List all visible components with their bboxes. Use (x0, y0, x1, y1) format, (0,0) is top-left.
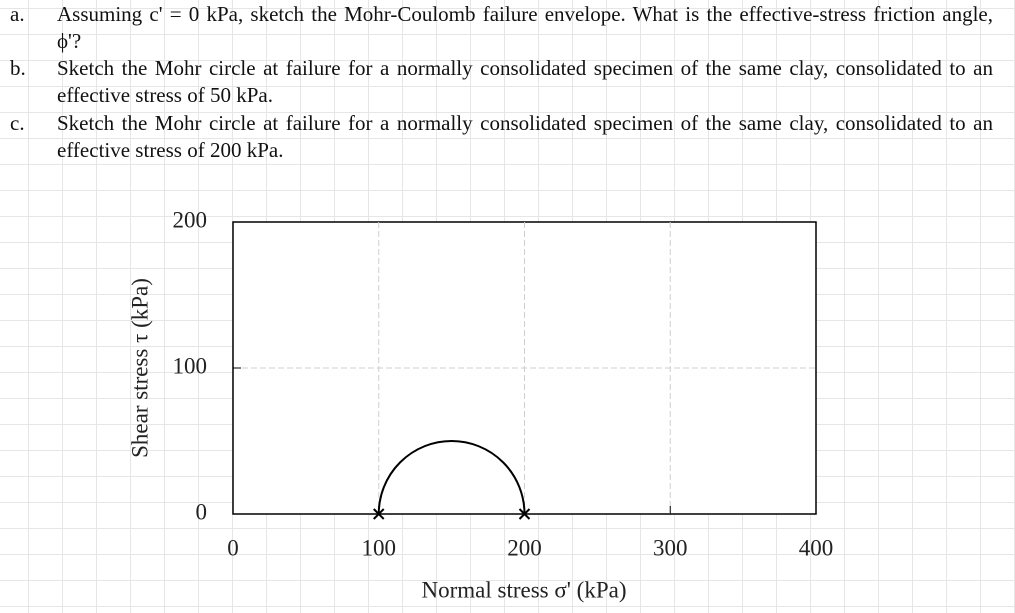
question-label: b. (10, 56, 26, 80)
y-tick-label: 200 (173, 207, 208, 232)
x-tick-label: 100 (362, 535, 397, 560)
x-tick-label: 200 (507, 535, 542, 560)
y-tick-label: 100 (173, 353, 208, 378)
question-label: c. (10, 111, 25, 135)
question-text: Assuming c' = 0 kPa, sketch the Mohr-Cou… (57, 2, 993, 53)
question-label: a. (10, 2, 25, 26)
mohr-circle (377, 440, 526, 515)
x-tick-label: 300 (653, 535, 688, 560)
question: c. Sketch the Mohr circle at failure for … (0, 110, 993, 164)
question: b. Sketch the Mohr circle at failure for … (0, 55, 993, 109)
question-text: Sketch the Mohr circle at failure for a … (57, 56, 993, 107)
x-tick-label: 0 (227, 535, 239, 560)
x-tick-label: 400 (799, 535, 834, 560)
stress-marker (373, 508, 385, 520)
stress-marker (518, 508, 531, 520)
x-axis-label: Normal stress σ' (kPa) (422, 577, 627, 602)
y-axis-label: Shear stress τ (kPa) (127, 278, 152, 458)
y-tick-label: 0 (196, 499, 208, 524)
question-text: Sketch the Mohr circle at failure for a … (57, 111, 993, 162)
question: a. Assuming c' = 0 kPa, sketch the Mohr-C… (0, 1, 993, 55)
